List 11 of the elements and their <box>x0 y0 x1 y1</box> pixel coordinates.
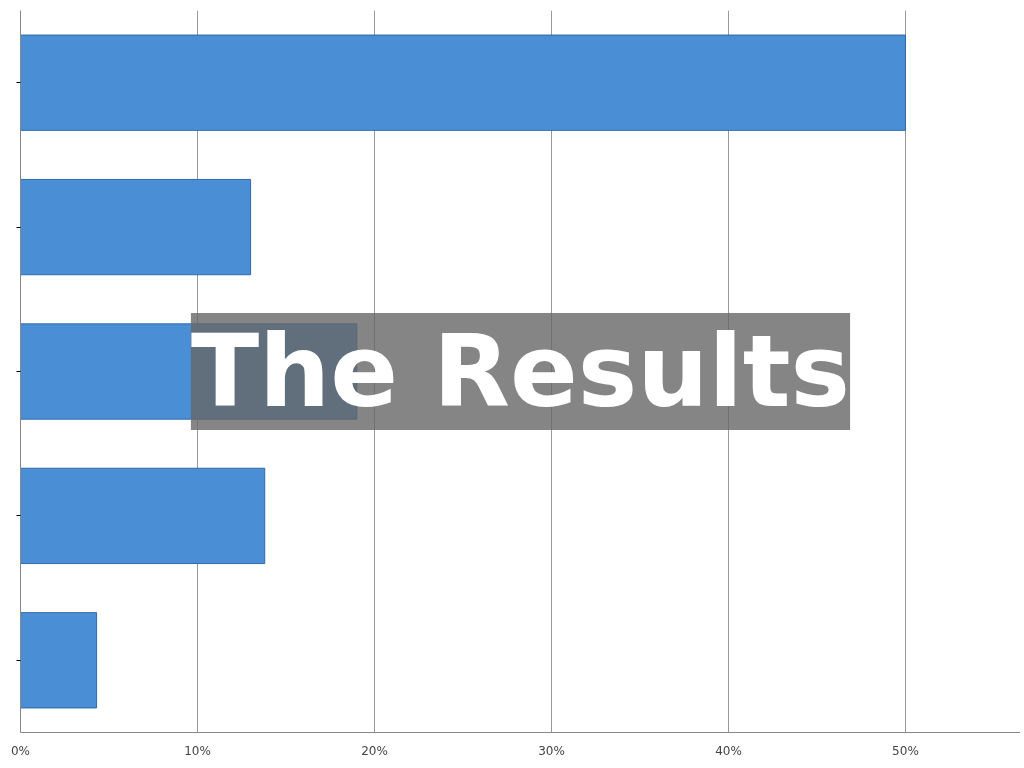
text: The Results <box>190 313 851 430</box>
x-tick-label: 0% <box>10 743 31 758</box>
x-tick-label: 40% <box>715 743 742 758</box>
x-tick-label: 50% <box>892 743 919 758</box>
x-tick-label: 20% <box>361 743 388 758</box>
bar <box>20 467 266 565</box>
x-tick-label: 30% <box>538 743 565 758</box>
bar <box>20 34 906 131</box>
x-tick-label: 10% <box>184 743 211 758</box>
bar <box>20 612 98 709</box>
bar <box>20 178 252 276</box>
